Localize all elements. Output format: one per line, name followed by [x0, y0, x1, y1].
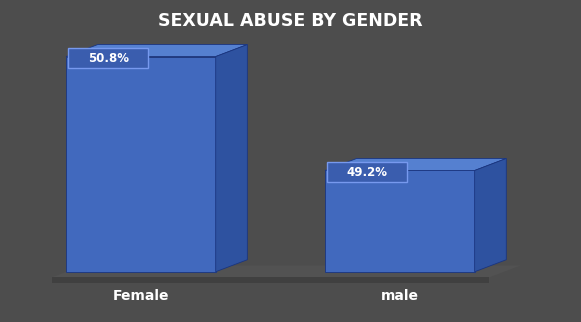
Polygon shape — [66, 57, 216, 272]
Text: Female: Female — [113, 289, 169, 303]
Polygon shape — [325, 170, 475, 272]
Text: male: male — [381, 289, 419, 303]
Polygon shape — [325, 158, 506, 170]
Text: SEXUAL ABUSE BY GENDER: SEXUAL ABUSE BY GENDER — [158, 12, 423, 30]
Polygon shape — [52, 278, 489, 283]
Polygon shape — [216, 44, 248, 272]
Text: 49.2%: 49.2% — [346, 166, 388, 179]
FancyBboxPatch shape — [69, 48, 148, 68]
FancyBboxPatch shape — [327, 162, 407, 182]
Polygon shape — [475, 158, 506, 272]
Text: 50.8%: 50.8% — [88, 52, 128, 65]
Polygon shape — [66, 44, 248, 57]
Polygon shape — [52, 265, 521, 278]
